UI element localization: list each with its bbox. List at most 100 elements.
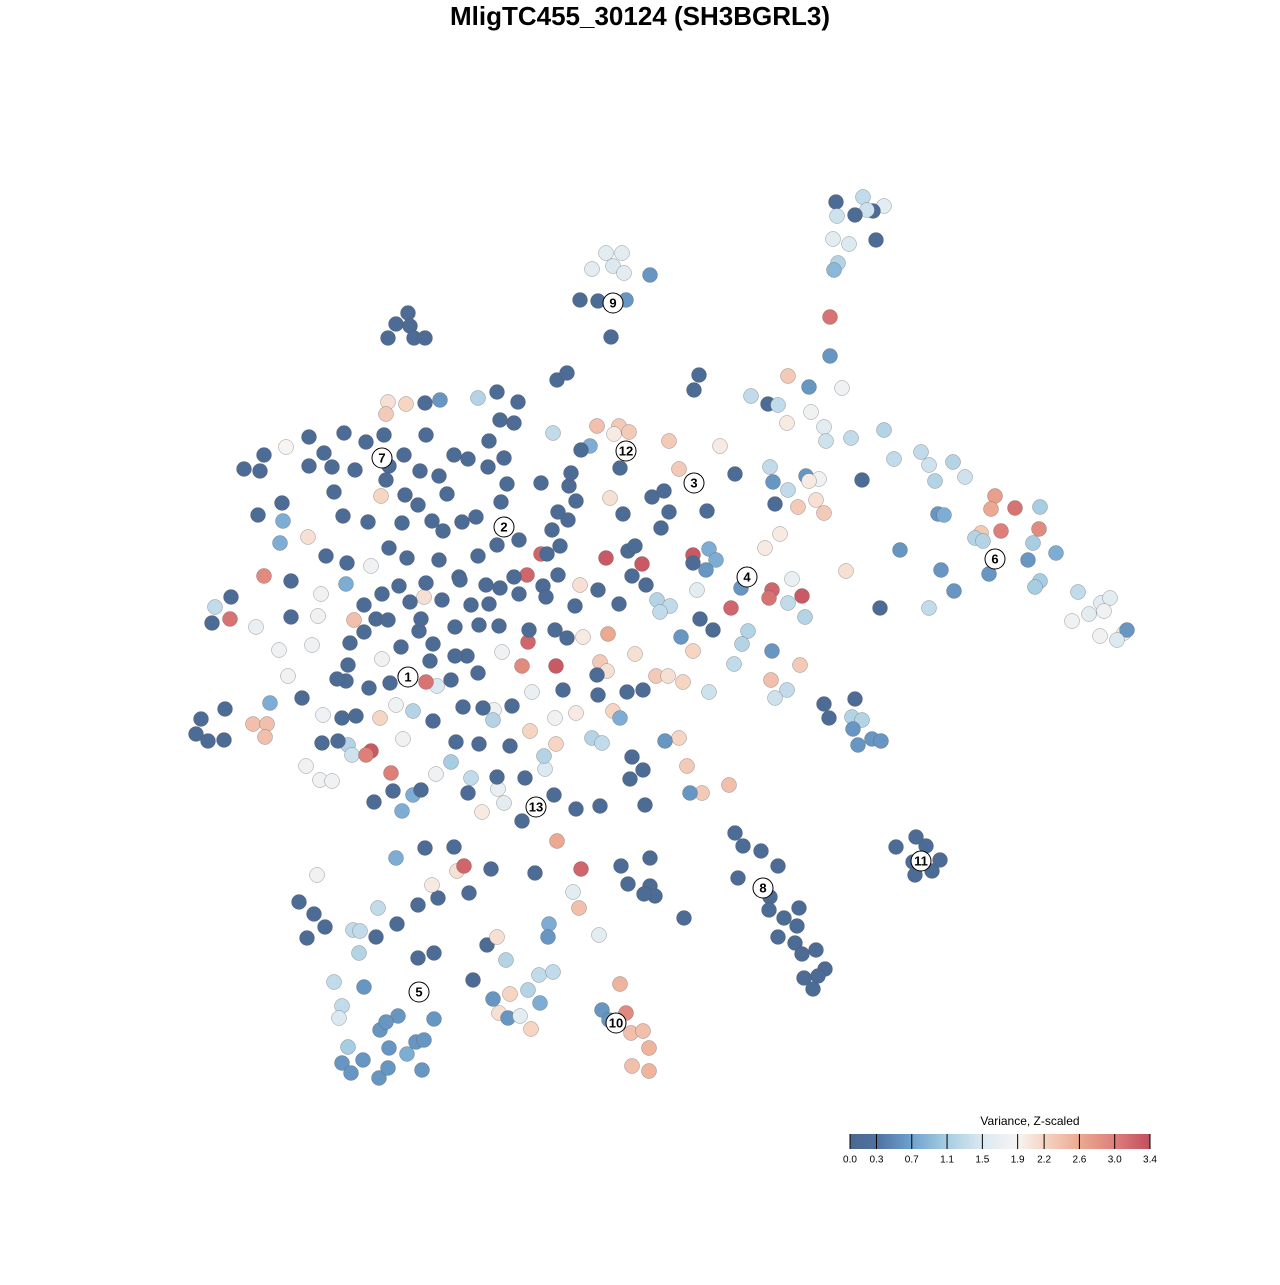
point [946,583,962,599]
point [348,708,364,724]
point [301,458,317,474]
point [624,1058,640,1074]
point [294,690,310,706]
point [779,415,795,431]
point [541,916,557,932]
point [635,682,651,698]
point [547,710,563,726]
point [291,894,307,910]
cluster-label: 13 [529,799,543,814]
point [502,738,518,754]
point [661,504,677,520]
point [200,733,216,749]
point [685,643,701,659]
point [511,532,527,548]
point [573,861,589,877]
point [424,877,440,893]
point [356,624,372,640]
point [400,305,416,321]
point [358,747,374,763]
point [753,843,769,859]
point [850,737,866,753]
point [1070,584,1086,600]
point [627,646,643,662]
cluster-label: 5 [415,984,422,999]
point [794,588,810,604]
point [730,870,746,886]
point [790,499,806,515]
point [770,929,786,945]
point [417,330,433,346]
point [426,1011,442,1027]
point [561,478,577,494]
point [619,684,635,700]
point [204,615,220,631]
point [539,546,555,562]
point [262,695,278,711]
point [426,945,442,961]
point [439,486,455,502]
point [847,691,863,707]
point [371,1070,387,1086]
point [589,667,605,683]
point [383,765,399,781]
point [641,1040,657,1056]
point [622,771,638,787]
point [1032,499,1048,515]
point [470,390,486,406]
point [568,493,584,509]
point [723,600,739,616]
colorbar-tick-label: 0.7 [905,1155,919,1166]
point [480,459,496,475]
point [757,540,773,556]
point [787,935,803,951]
point [397,487,413,503]
point [299,930,315,946]
point [485,712,501,728]
cluster-label-badge [736,566,758,588]
point [363,558,379,574]
point [572,292,588,308]
point [481,433,497,449]
colorbar [850,1134,1150,1149]
point [780,368,796,384]
cluster-label: 8 [759,880,766,895]
colorbar-tick-label: 0.0 [843,1155,857,1166]
point [483,861,499,877]
point [355,1052,371,1068]
point [514,658,530,674]
point [520,982,536,998]
point [1096,603,1112,619]
point [727,825,743,841]
point [517,770,533,786]
point [188,726,204,742]
point [522,723,538,739]
point [471,617,487,633]
point [316,445,332,461]
point [474,804,490,820]
cluster-label: 1 [404,669,411,684]
point [987,488,1003,504]
point [313,586,329,602]
point [378,472,394,488]
point [740,623,756,639]
point [855,189,871,205]
point [498,952,514,968]
point [1064,613,1080,629]
point [776,910,792,926]
point [492,580,508,596]
point [391,578,407,594]
point [524,684,540,700]
point [463,770,479,786]
point [642,850,658,866]
point [635,762,651,778]
point [496,450,512,466]
cluster-label: 7 [378,450,385,465]
point [594,735,610,751]
point [338,576,354,592]
point [431,552,447,568]
point [615,506,631,522]
point [808,492,824,508]
point [828,194,844,210]
point [671,730,687,746]
